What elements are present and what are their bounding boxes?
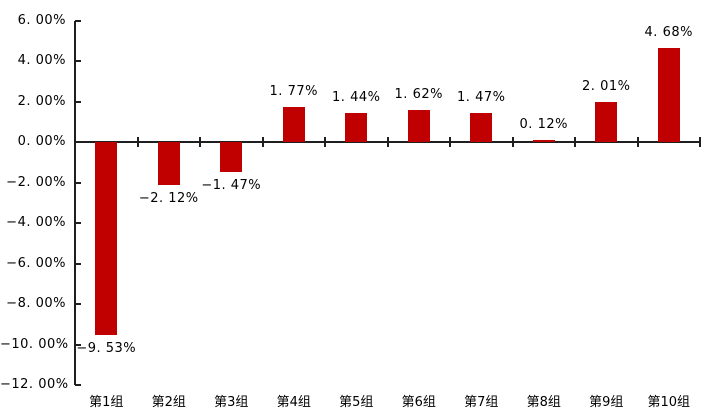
x-axis-tick xyxy=(636,137,639,148)
x-axis-tick xyxy=(449,137,451,148)
y-axis-tick xyxy=(75,384,81,386)
bar-value-label: 1. 44% xyxy=(332,90,381,106)
x-axis-tick xyxy=(199,137,201,148)
y-tick-label: −2. 00% xyxy=(6,174,66,190)
y-axis-tick xyxy=(75,303,81,306)
x-tick-label: 第10组 xyxy=(647,395,691,410)
x-axis-tick xyxy=(261,137,264,148)
bar xyxy=(532,139,555,143)
y-tick-label: 6. 00% xyxy=(17,13,66,28)
x-axis-tick xyxy=(324,137,326,148)
x-tick-label: 第6组 xyxy=(401,395,436,410)
y-tick-label: −10. 00% xyxy=(0,336,69,352)
bar xyxy=(407,109,430,143)
y-tick-label: −12. 00% xyxy=(0,377,69,392)
bar xyxy=(470,112,493,143)
x-axis-tick xyxy=(136,137,139,148)
y-tick-label: −8. 00% xyxy=(6,296,66,312)
bar-value-label: 0. 12% xyxy=(519,116,568,132)
bar xyxy=(95,142,118,336)
bar-value-label: 4. 68% xyxy=(644,24,693,40)
bar-value-label: 1. 77% xyxy=(269,83,318,99)
y-axis-line xyxy=(74,21,76,385)
x-axis-tick xyxy=(699,137,701,148)
y-axis-tick xyxy=(75,100,81,103)
y-axis-tick xyxy=(75,222,81,225)
x-tick-label: 第9组 xyxy=(589,395,624,410)
bar xyxy=(657,47,680,143)
bar xyxy=(345,113,368,143)
bar-value-label: −9. 53% xyxy=(76,341,137,357)
x-tick-label: 第7组 xyxy=(464,395,499,410)
x-tick-label: 第3组 xyxy=(214,395,249,410)
y-axis-tick xyxy=(75,262,81,265)
x-axis-tick xyxy=(386,137,389,148)
bar xyxy=(157,142,180,186)
x-tick-label: 第8组 xyxy=(526,395,561,410)
x-axis-tick xyxy=(574,137,576,148)
x-tick-label: 第2组 xyxy=(151,395,186,410)
bar-value-label: 1. 47% xyxy=(457,89,506,105)
x-axis-tick xyxy=(511,137,514,148)
bar-value-label: 2. 01% xyxy=(582,78,631,94)
bar xyxy=(282,106,305,143)
y-axis-tick xyxy=(75,60,81,63)
bar-value-label: −2. 12% xyxy=(138,191,199,207)
bar-value-label: 1. 62% xyxy=(394,86,443,102)
y-tick-label: 0. 00% xyxy=(17,134,66,150)
y-tick-label: −4. 00% xyxy=(6,215,66,231)
x-tick-label: 第4组 xyxy=(276,395,311,410)
bar xyxy=(220,142,243,173)
x-tick-label: 第1组 xyxy=(89,395,124,410)
y-axis-tick xyxy=(75,343,81,346)
bar xyxy=(595,101,618,143)
x-tick-label: 第5组 xyxy=(339,395,374,410)
y-tick-label: 2. 00% xyxy=(17,93,66,109)
y-tick-label: −6. 00% xyxy=(6,255,66,271)
y-axis-tick xyxy=(75,20,81,22)
y-axis-tick xyxy=(75,181,81,184)
y-tick-label: 4. 00% xyxy=(17,53,66,69)
bar-value-label: −1. 47% xyxy=(201,178,262,194)
